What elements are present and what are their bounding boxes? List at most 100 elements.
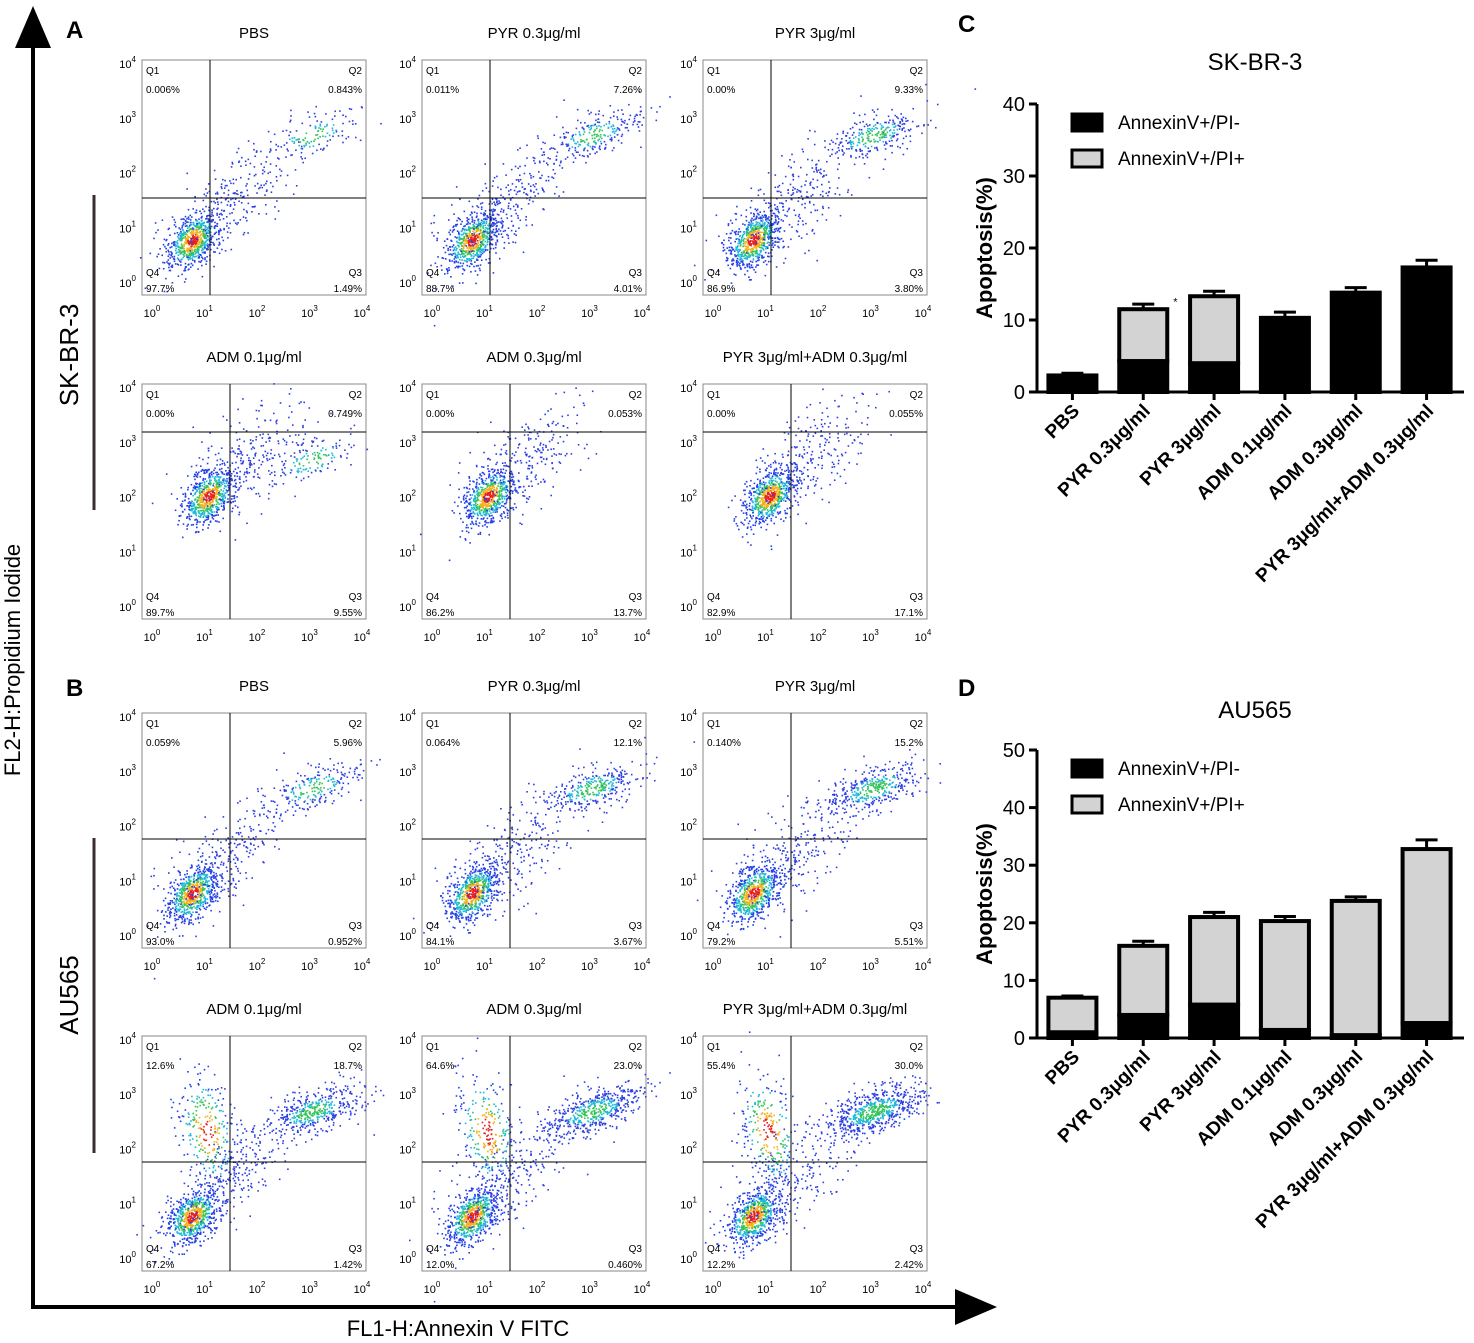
flow-event <box>213 251 215 253</box>
flow-event <box>467 237 470 240</box>
quadrant-value-q4: 97.7% <box>146 284 174 295</box>
flow-event <box>201 485 203 487</box>
flow-event <box>899 122 901 124</box>
flow-event <box>555 186 558 188</box>
flow-event <box>755 209 758 212</box>
flow-event <box>186 240 189 243</box>
flow-event <box>567 131 569 134</box>
flow-event <box>740 240 742 243</box>
flow-event <box>750 264 753 266</box>
flow-event <box>739 242 742 244</box>
flow-event <box>743 251 746 253</box>
flow-event <box>816 169 818 172</box>
flow-event <box>717 270 720 272</box>
flow-event <box>226 461 229 463</box>
flow-event <box>723 239 725 242</box>
flow-event <box>592 148 594 151</box>
flow-event <box>513 480 515 483</box>
flow-event <box>224 492 226 494</box>
flow-event <box>481 190 484 192</box>
flow-event <box>453 258 456 260</box>
flow-event <box>470 512 473 515</box>
flow-event <box>461 259 463 261</box>
flow-event <box>307 470 310 472</box>
flow-event <box>482 248 484 250</box>
flow-event <box>517 205 519 208</box>
flow-event <box>294 465 296 467</box>
flow-event <box>750 230 752 233</box>
flow-event <box>198 482 201 485</box>
quadrant-label-q2: Q2 <box>910 66 924 77</box>
flow-event <box>759 227 762 229</box>
flow-event <box>204 252 206 254</box>
flow-event <box>495 475 497 478</box>
flow-event <box>200 499 202 502</box>
flow-event <box>777 208 779 210</box>
flow-event <box>176 232 179 234</box>
flow-event <box>198 255 201 258</box>
flow-event <box>847 191 849 193</box>
flow-event <box>523 172 526 175</box>
flow-event <box>883 136 886 138</box>
flow-event <box>195 241 198 243</box>
flow-event <box>487 502 490 505</box>
flow-event <box>459 253 462 256</box>
flow-event <box>594 129 597 132</box>
flow-event <box>478 222 480 225</box>
y-axis-label: FL2-H:Propidium Iodide <box>0 544 25 776</box>
flow-event <box>300 156 302 158</box>
flow-event <box>456 236 459 239</box>
x-tick-label: 101 <box>196 304 213 320</box>
flow-event <box>254 155 256 157</box>
flow-event <box>261 404 263 407</box>
flow-event <box>574 147 577 149</box>
flow-event <box>258 495 261 498</box>
flow-event <box>348 443 350 446</box>
flow-event <box>479 248 482 250</box>
flow-event <box>246 189 248 192</box>
flow-event <box>297 468 300 470</box>
flow-event <box>750 221 753 223</box>
flow-event <box>469 214 472 216</box>
flow-event <box>767 202 770 204</box>
flow-event <box>322 135 324 137</box>
flow-event <box>490 239 493 241</box>
flow-event <box>177 245 180 247</box>
flow-event <box>764 233 767 235</box>
flow-event <box>220 201 223 204</box>
flow-event <box>507 207 510 209</box>
flow-event <box>754 226 756 228</box>
flow-event <box>533 157 536 160</box>
flow-event <box>473 224 475 227</box>
flow-event <box>328 134 331 137</box>
flow-event <box>466 232 468 235</box>
flow-event <box>210 471 213 474</box>
flow-event <box>756 232 758 234</box>
flow-event <box>819 194 822 196</box>
flow-event <box>590 125 592 127</box>
flow-event <box>211 221 213 223</box>
flow-event <box>636 123 639 126</box>
flow-event <box>192 254 194 257</box>
flow-event <box>263 184 265 186</box>
flow-event <box>485 506 487 508</box>
flow-event <box>799 190 802 193</box>
flow-event <box>209 432 211 434</box>
flow-event <box>206 239 209 242</box>
flow-event <box>467 223 469 225</box>
flow-event <box>287 150 289 152</box>
flow-event <box>199 497 202 500</box>
flow-event <box>300 401 302 403</box>
flow-event <box>238 513 240 516</box>
flow-event <box>161 219 164 221</box>
flow-event <box>220 447 223 449</box>
flow-event <box>469 249 472 252</box>
flow-event <box>609 134 612 137</box>
x-tick-base: 10 <box>862 308 874 320</box>
flow-event <box>752 235 755 237</box>
flow-event <box>214 225 217 227</box>
flow-event <box>238 445 240 447</box>
y-tick-label: 100 <box>119 598 136 614</box>
flow-event <box>305 144 307 146</box>
flow-event <box>174 245 177 248</box>
